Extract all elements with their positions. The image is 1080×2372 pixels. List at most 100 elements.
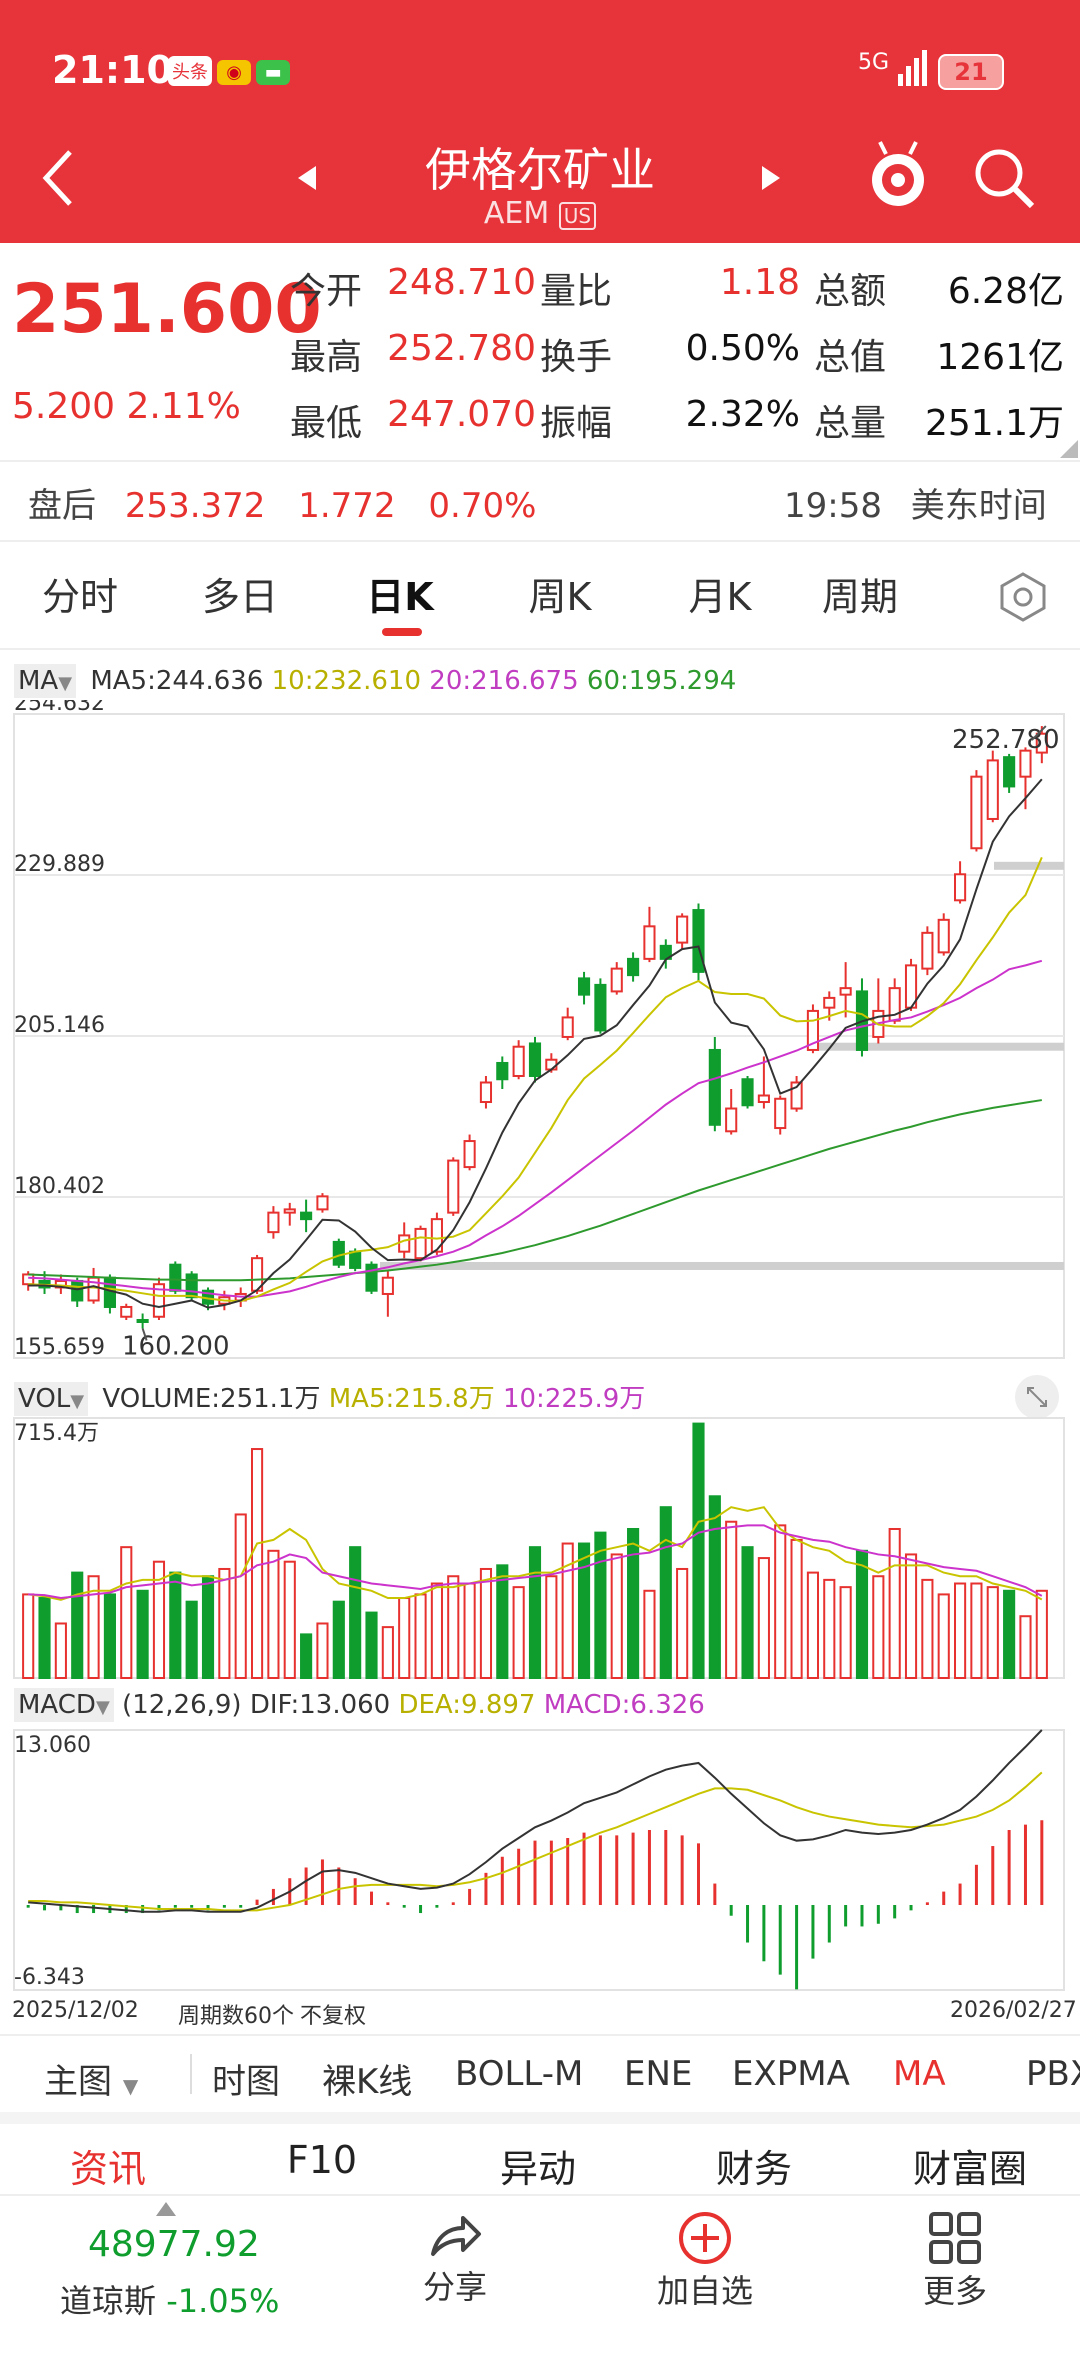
volume-bar[interactable] <box>103 1593 116 1679</box>
candle[interactable] <box>463 1140 476 1169</box>
volume-bar[interactable] <box>185 1600 198 1679</box>
candle[interactable] <box>937 918 950 954</box>
indicator-item[interactable]: PBX <box>1026 2054 1080 2094</box>
candle[interactable] <box>185 1273 198 1299</box>
volume-bar[interactable] <box>610 1553 623 1680</box>
section-tab[interactable]: 异动 <box>499 2147 576 2191</box>
volume-bar[interactable] <box>152 1560 166 1680</box>
back-arrow-icon[interactable] <box>40 148 76 208</box>
candle[interactable] <box>577 977 591 996</box>
section-tab[interactable]: 财务 <box>715 2147 792 2191</box>
volume-bar[interactable] <box>414 1593 427 1679</box>
settings-hexagon-icon[interactable] <box>996 570 1050 624</box>
chart-tab[interactable]: 分时 <box>41 575 118 619</box>
volume-bar[interactable] <box>790 1538 803 1679</box>
chart-tab[interactable]: 日K <box>366 575 434 619</box>
volume-bar[interactable] <box>872 1575 885 1680</box>
candle[interactable] <box>71 1279 84 1302</box>
indicator-item[interactable]: 时图 <box>212 2062 280 2102</box>
candle[interactable] <box>643 925 656 960</box>
macd-selector[interactable]: MACD▼ <box>14 1688 114 1722</box>
fullscreen-icon[interactable] <box>1014 1374 1060 1420</box>
candle[interactable] <box>676 915 689 944</box>
volume-bar[interactable] <box>839 1586 852 1679</box>
candle[interactable] <box>806 1009 820 1051</box>
volume-bar[interactable] <box>643 1589 656 1679</box>
chart-tab[interactable]: 月K <box>688 575 752 619</box>
volume-chart[interactable]: 715.4万 <box>0 1414 1080 1684</box>
volume-bar[interactable] <box>659 1506 672 1680</box>
chart-tab[interactable]: 周K <box>528 575 592 619</box>
indicator-item[interactable]: ENE <box>624 2054 693 2094</box>
candle[interactable] <box>1035 732 1048 754</box>
vol-selector[interactable]: VOL▼ <box>14 1382 89 1416</box>
volume-bar[interactable] <box>741 1546 754 1679</box>
volume-bar[interactable] <box>921 1578 934 1679</box>
candle[interactable] <box>528 1042 542 1077</box>
share-button[interactable]: 分享 <box>380 2210 530 2308</box>
candle[interactable] <box>398 1234 411 1253</box>
candle[interactable] <box>22 1273 35 1286</box>
volume-bar[interactable] <box>479 1567 493 1680</box>
candle[interactable] <box>1019 749 1032 778</box>
volume-bar[interactable] <box>234 1513 247 1680</box>
candle[interactable] <box>954 873 967 902</box>
candle[interactable] <box>120 1305 133 1318</box>
candle[interactable] <box>692 909 705 973</box>
indicator-item[interactable]: MA <box>893 2054 946 2094</box>
candle[interactable] <box>839 987 852 996</box>
volume-bar[interactable] <box>1035 1589 1048 1679</box>
volume-bar[interactable] <box>561 1542 574 1679</box>
volume-bar[interactable] <box>725 1520 738 1680</box>
volume-bar[interactable] <box>627 1527 640 1680</box>
section-tab[interactable]: F10 <box>286 2138 358 2182</box>
volume-bar[interactable] <box>316 1622 329 1680</box>
candle[interactable] <box>512 1045 525 1077</box>
volume-bar[interactable] <box>87 1575 100 1680</box>
candle[interactable] <box>381 1276 394 1295</box>
volume-bar[interactable] <box>954 1582 967 1680</box>
candle[interactable] <box>479 1081 493 1104</box>
candle[interactable] <box>267 1211 280 1234</box>
volume-bar[interactable] <box>136 1589 149 1679</box>
candle[interactable] <box>136 1318 149 1323</box>
volume-bar[interactable] <box>267 1549 280 1679</box>
candle[interactable] <box>545 1058 558 1071</box>
candle[interactable] <box>921 931 934 970</box>
candle[interactable] <box>316 1195 329 1211</box>
volume-bar[interactable] <box>120 1546 133 1679</box>
ma-selector[interactable]: MA▼ <box>14 664 77 698</box>
volume-bar[interactable] <box>430 1582 443 1680</box>
volume-bar[interactable] <box>692 1422 705 1680</box>
volume-bar[interactable] <box>365 1611 378 1679</box>
volume-bar[interactable] <box>381 1626 394 1679</box>
volume-bar[interactable] <box>577 1542 591 1679</box>
volume-bar[interactable] <box>201 1575 215 1680</box>
indicator-item[interactable]: 裸K线 <box>322 2062 413 2102</box>
volume-bar[interactable] <box>806 1571 820 1679</box>
candle[interactable] <box>332 1240 345 1266</box>
candle[interactable] <box>725 1107 738 1133</box>
candle[interactable] <box>414 1227 427 1260</box>
volume-bar[interactable] <box>594 1531 607 1679</box>
volume-bar[interactable] <box>904 1553 918 1680</box>
volume-bar[interactable] <box>545 1575 558 1680</box>
indicator-item[interactable]: EXPMA <box>732 2054 850 2094</box>
candle[interactable] <box>349 1250 362 1269</box>
candle[interactable] <box>300 1211 313 1221</box>
volume-bar[interactable] <box>888 1527 901 1680</box>
more-button[interactable]: 更多 <box>880 2210 1030 2312</box>
expand-corner-icon[interactable] <box>1060 440 1078 458</box>
candle[interactable] <box>790 1081 803 1110</box>
candle[interactable] <box>970 775 983 850</box>
candle[interactable] <box>496 1061 509 1081</box>
volume-bar[interactable] <box>169 1571 182 1679</box>
volume-bar[interactable] <box>250 1448 264 1679</box>
volume-bar[interactable] <box>986 1586 999 1679</box>
volume-bar[interactable] <box>463 1582 476 1680</box>
macd-chart[interactable]: 13.060 -6.343 <box>0 1726 1080 1994</box>
candle[interactable] <box>1003 756 1016 788</box>
candlestick-chart[interactable]: 254.632229.889205.146180.402155.659252.7… <box>0 700 1080 1370</box>
prev-stock-icon[interactable] <box>296 164 320 192</box>
volume-bar[interactable] <box>300 1633 313 1679</box>
